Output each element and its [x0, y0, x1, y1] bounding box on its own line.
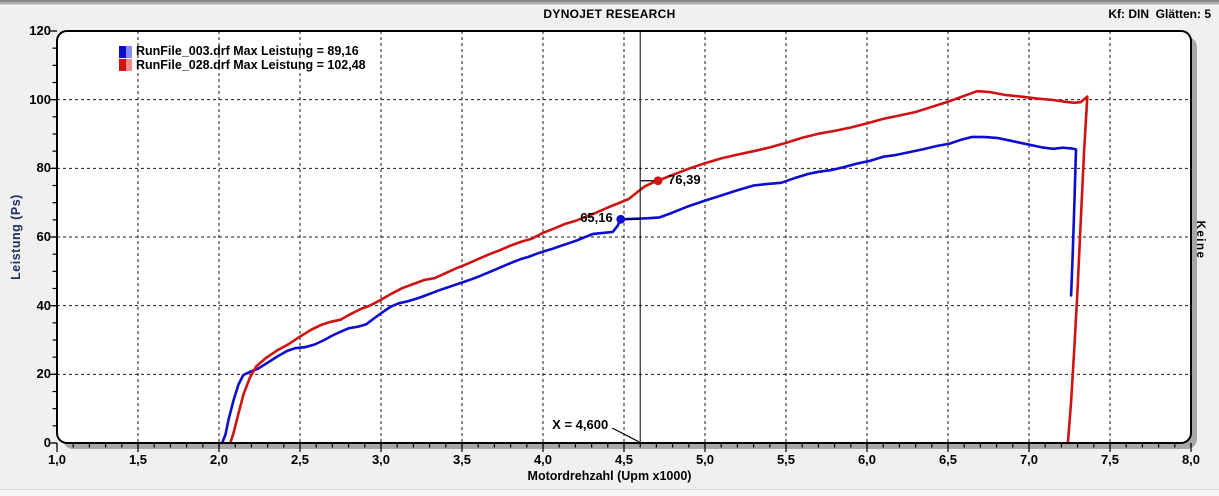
- window-bottom-edge: [0, 489, 1219, 496]
- power-curve-runfile-028-drf: [229, 89, 1089, 443]
- x-tick-label: 5,0: [695, 452, 715, 467]
- x-tick-label: 1,5: [128, 452, 148, 467]
- y-tick-label: 120: [29, 23, 51, 38]
- x-tick-label: 8,0: [1181, 452, 1201, 467]
- cursor-marker-dot-blue: [616, 214, 626, 224]
- page-title: DYNOJET RESEARCH: [543, 7, 676, 21]
- x-tick-label: 5,5: [776, 452, 796, 467]
- y-tick-label: 60: [36, 229, 51, 244]
- x-tick-label: 7,5: [1100, 452, 1120, 467]
- window-top-edge: [0, 0, 1219, 6]
- x-tick-label: 3,5: [452, 452, 472, 467]
- cursor-label-pointer: [611, 427, 640, 443]
- right-side-label: Keine: [1194, 220, 1206, 260]
- y-tick-label: 40: [36, 297, 51, 313]
- power-curve-runfile-003-drf: [220, 135, 1078, 443]
- y-tick-label: 20: [36, 366, 51, 382]
- cursor-value-red: 76,39: [668, 171, 701, 187]
- x-axis-label: Motordrehzahl (Upm x1000): [527, 469, 692, 483]
- legend-item-runfile-028: RunFile_028.drf Max Leistung = 102,48: [119, 57, 366, 73]
- x-tick-label: 7,0: [1019, 452, 1039, 467]
- axis-ticks: [49, 30, 1192, 452]
- legend-label: RunFile_003.drf Max Leistung = 89,16: [136, 44, 359, 59]
- cursor-marker-dot-red: [653, 176, 663, 186]
- legend-label: RunFile_028.drf Max Leistung = 102,48: [136, 57, 366, 72]
- legend-item-runfile-003: RunFile_003.drf Max Leistung = 89,16: [119, 45, 366, 59]
- legend-swatch-red: [119, 59, 132, 72]
- x-tick-label: 4,0: [533, 452, 553, 467]
- legend-swatch-blue: [119, 45, 132, 58]
- cursor-x-label: X = 4,600: [552, 417, 609, 432]
- gridlines: [57, 31, 1191, 443]
- y-tick-label: 0: [43, 435, 51, 450]
- x-tick-label: 4,5: [614, 452, 634, 467]
- smoothing-settings-label: Kf: DIN Glätten: 5: [1108, 7, 1211, 21]
- y-tick-label: 80: [36, 160, 51, 176]
- cursor-value-blue: 65,16: [580, 210, 613, 226]
- x-tick-label: 3,0: [371, 452, 391, 467]
- x-tick-label: 6,5: [938, 452, 958, 467]
- y-tick-label: 100: [29, 91, 51, 107]
- x-tick-label: 1,0: [47, 452, 67, 467]
- x-tick-label: 2,0: [209, 452, 229, 467]
- x-tick-label: 2,5: [290, 452, 310, 467]
- x-tick-label: 6,0: [857, 452, 877, 467]
- legend: RunFile_003.drf Max Leistung = 89,16 Run…: [119, 45, 366, 72]
